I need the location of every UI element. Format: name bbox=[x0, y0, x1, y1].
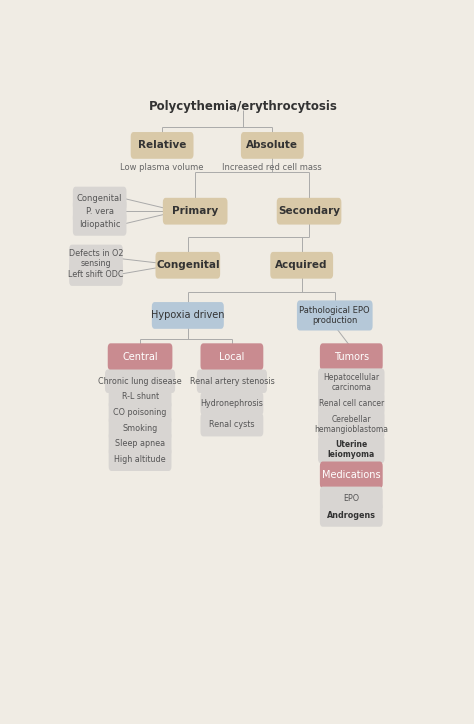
Text: Smoking: Smoking bbox=[122, 424, 158, 432]
FancyBboxPatch shape bbox=[277, 198, 341, 224]
FancyBboxPatch shape bbox=[197, 369, 267, 393]
FancyBboxPatch shape bbox=[69, 263, 123, 286]
Text: Renal artery stenosis: Renal artery stenosis bbox=[190, 376, 274, 386]
Text: P. vera: P. vera bbox=[86, 206, 114, 216]
FancyBboxPatch shape bbox=[297, 300, 373, 330]
Text: Tumors: Tumors bbox=[334, 352, 369, 362]
FancyBboxPatch shape bbox=[201, 413, 264, 437]
FancyBboxPatch shape bbox=[318, 435, 384, 463]
FancyBboxPatch shape bbox=[241, 132, 304, 159]
FancyBboxPatch shape bbox=[163, 198, 228, 224]
Text: CO poisoning: CO poisoning bbox=[113, 408, 167, 417]
FancyBboxPatch shape bbox=[73, 187, 127, 210]
Text: Low plasma volume: Low plasma volume bbox=[120, 163, 204, 172]
Text: Left shift ODC: Left shift ODC bbox=[68, 270, 124, 279]
FancyBboxPatch shape bbox=[320, 487, 383, 510]
FancyBboxPatch shape bbox=[270, 252, 333, 279]
FancyBboxPatch shape bbox=[109, 447, 172, 471]
Text: EPO: EPO bbox=[343, 494, 359, 502]
Text: Hydronephrosis: Hydronephrosis bbox=[201, 399, 264, 408]
Text: Relative: Relative bbox=[138, 140, 186, 151]
FancyBboxPatch shape bbox=[318, 369, 384, 396]
Text: Renal cell cancer: Renal cell cancer bbox=[319, 399, 384, 408]
Text: Androgens: Androgens bbox=[327, 510, 376, 520]
Text: High altitude: High altitude bbox=[114, 455, 166, 464]
Text: Central: Central bbox=[122, 352, 158, 362]
FancyBboxPatch shape bbox=[318, 411, 384, 439]
FancyBboxPatch shape bbox=[109, 401, 172, 424]
Text: Idiopathic: Idiopathic bbox=[79, 219, 120, 229]
Text: Congenital: Congenital bbox=[77, 194, 122, 203]
Text: Polycythemia/erythrocytosis: Polycythemia/erythrocytosis bbox=[148, 100, 337, 113]
Text: Absolute: Absolute bbox=[246, 140, 298, 151]
FancyBboxPatch shape bbox=[201, 343, 264, 370]
FancyBboxPatch shape bbox=[69, 245, 123, 272]
Text: Increased red cell mass: Increased red cell mass bbox=[222, 163, 322, 172]
Text: Secondary: Secondary bbox=[278, 206, 340, 216]
Text: Acquired: Acquired bbox=[275, 260, 328, 270]
FancyBboxPatch shape bbox=[109, 416, 172, 439]
Text: Pathological EPO
production: Pathological EPO production bbox=[300, 306, 370, 325]
Text: Congenital: Congenital bbox=[156, 260, 219, 270]
Text: Uterine
leiomyoma: Uterine leiomyoma bbox=[328, 439, 375, 459]
Text: Local: Local bbox=[219, 352, 245, 362]
FancyBboxPatch shape bbox=[73, 212, 127, 236]
Text: Defects in O2
sensing: Defects in O2 sensing bbox=[69, 249, 123, 269]
FancyBboxPatch shape bbox=[320, 343, 383, 370]
Text: Hepatocellular
carcinoma: Hepatocellular carcinoma bbox=[323, 373, 379, 392]
Text: Medications: Medications bbox=[322, 470, 381, 480]
FancyBboxPatch shape bbox=[73, 200, 127, 223]
FancyBboxPatch shape bbox=[318, 392, 384, 416]
FancyBboxPatch shape bbox=[155, 252, 220, 279]
FancyBboxPatch shape bbox=[109, 432, 172, 455]
FancyBboxPatch shape bbox=[108, 343, 173, 370]
Text: Chronic lung disease: Chronic lung disease bbox=[98, 376, 182, 386]
FancyBboxPatch shape bbox=[109, 385, 172, 408]
FancyBboxPatch shape bbox=[320, 503, 383, 527]
FancyBboxPatch shape bbox=[105, 369, 175, 393]
Text: Cerebellar
hemangioblastoma: Cerebellar hemangioblastoma bbox=[314, 415, 388, 434]
Text: R-L shunt: R-L shunt bbox=[121, 392, 159, 401]
FancyBboxPatch shape bbox=[201, 392, 264, 416]
Text: Primary: Primary bbox=[172, 206, 219, 216]
Text: Renal cysts: Renal cysts bbox=[209, 420, 255, 429]
Text: Sleep apnea: Sleep apnea bbox=[115, 439, 165, 448]
Text: Hypoxia driven: Hypoxia driven bbox=[151, 311, 225, 321]
FancyBboxPatch shape bbox=[320, 461, 383, 488]
FancyBboxPatch shape bbox=[152, 302, 224, 329]
FancyBboxPatch shape bbox=[131, 132, 193, 159]
